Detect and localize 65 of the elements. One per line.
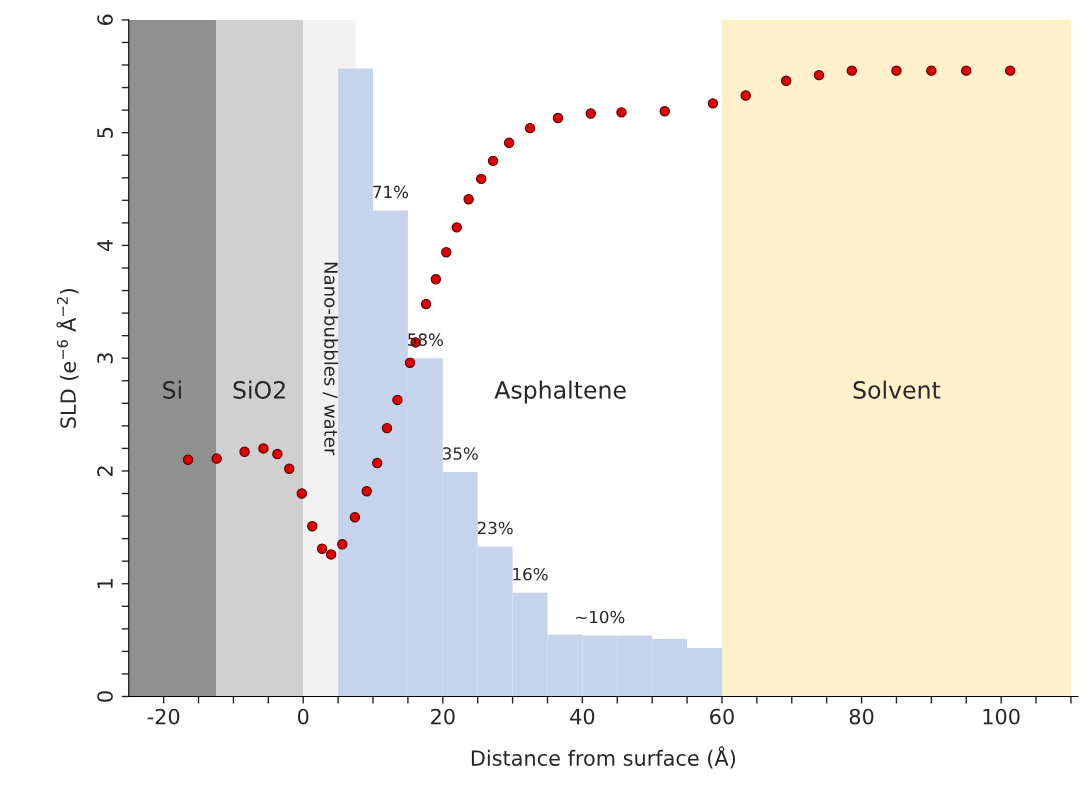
point (349, 511, 361, 523)
y-tick-label: 4 (97, 239, 113, 252)
point (337, 539, 348, 550)
x-axis-title: Distance from surface (Å) (471, 746, 735, 769)
point (503, 137, 515, 149)
point (487, 155, 499, 167)
point (392, 394, 403, 406)
annotation: 16% (513, 567, 548, 581)
point (552, 112, 564, 124)
point (381, 422, 393, 434)
y-tick-label: 0 (97, 691, 113, 702)
point (451, 222, 462, 233)
point (585, 108, 596, 119)
annotation: 71% (373, 185, 409, 199)
point (258, 443, 269, 454)
point (475, 173, 487, 185)
x-tick-label: 60 (710, 708, 734, 725)
point (307, 521, 318, 532)
x-tick-label: 100 (983, 708, 1020, 725)
point (707, 98, 719, 109)
annotation: Asphaltene (494, 380, 626, 404)
x-tick-label: 40 (570, 708, 595, 725)
y-axis-title: SLD (e$^{−6}$ Å$^{−2}$) (56, 289, 79, 428)
band-label: SiO2 (233, 380, 285, 399)
point (404, 357, 416, 368)
x-tick-label: -20 (147, 708, 180, 725)
point (420, 298, 432, 310)
band-label: Solvent (853, 380, 941, 399)
point (740, 90, 751, 101)
point (182, 454, 194, 465)
y-tick-label: 3 (97, 353, 113, 364)
x-tick-label: 80 (849, 708, 874, 725)
point (361, 486, 372, 497)
point (813, 69, 825, 81)
point (371, 457, 383, 469)
point (316, 543, 328, 554)
point (1004, 65, 1016, 76)
y-tick-label: 6 (97, 14, 113, 26)
point (926, 65, 937, 76)
point (441, 246, 452, 258)
y-tick-label: 5 (97, 127, 113, 138)
point (846, 65, 857, 76)
point (296, 488, 308, 499)
point (616, 107, 627, 118)
point (284, 463, 295, 474)
point (430, 274, 442, 285)
point (239, 446, 250, 458)
point (325, 549, 337, 560)
y-tick-label: 2 (97, 466, 113, 477)
x-tick-label: 20 (431, 708, 455, 725)
annotation: ~10% (576, 610, 625, 624)
point (524, 122, 536, 134)
point (891, 65, 902, 76)
point (211, 453, 222, 464)
point (961, 65, 972, 76)
x-tick-label: 0 (297, 708, 309, 725)
annotation: 23% (477, 521, 513, 535)
band-label: Nano-bubbles / water (322, 262, 339, 456)
band-label: Si (163, 380, 181, 399)
point (659, 106, 670, 117)
point (272, 448, 283, 460)
y-tick-label: 1 (97, 579, 113, 589)
annotation: 35% (443, 447, 478, 460)
point (780, 75, 792, 87)
point (463, 193, 474, 205)
